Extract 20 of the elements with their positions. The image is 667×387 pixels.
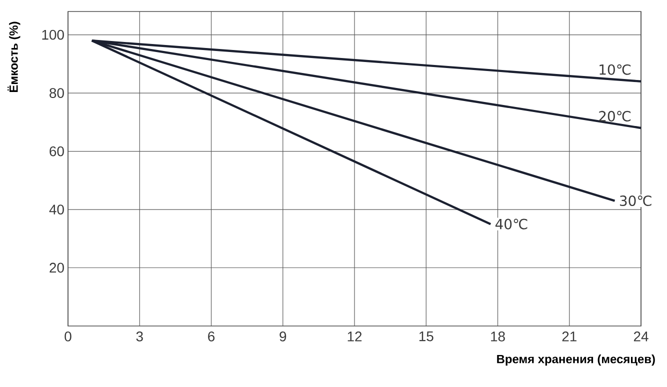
x-axis-title: Время хранения (месяцев) <box>497 354 655 366</box>
series-label: 20℃ <box>599 110 631 122</box>
series-label: 40℃ <box>495 218 528 230</box>
series-label: 30℃ <box>620 196 652 206</box>
x-tick-label: 9 <box>280 332 286 342</box>
y-tick-label: 60 <box>50 146 64 156</box>
x-tick-label: 6 <box>208 332 215 342</box>
x-tick-label: 3 <box>136 332 143 342</box>
x-tick-label: 15 <box>419 332 434 342</box>
x-tick-label: 24 <box>634 332 648 342</box>
y-axis-title: Ёмкость (%) <box>8 22 20 92</box>
y-tick-label: 100 <box>42 30 64 40</box>
y-tick-label: 20 <box>50 262 64 273</box>
x-tick-label: 18 <box>491 332 505 342</box>
y-tick-label: 80 <box>50 88 64 98</box>
x-tick-label: 12 <box>348 332 362 342</box>
series-label: 10℃ <box>600 64 631 75</box>
x-tick-label: 21 <box>562 332 576 342</box>
x-tick-label: 0 <box>64 332 72 342</box>
y-tick-label: 40 <box>49 204 64 214</box>
